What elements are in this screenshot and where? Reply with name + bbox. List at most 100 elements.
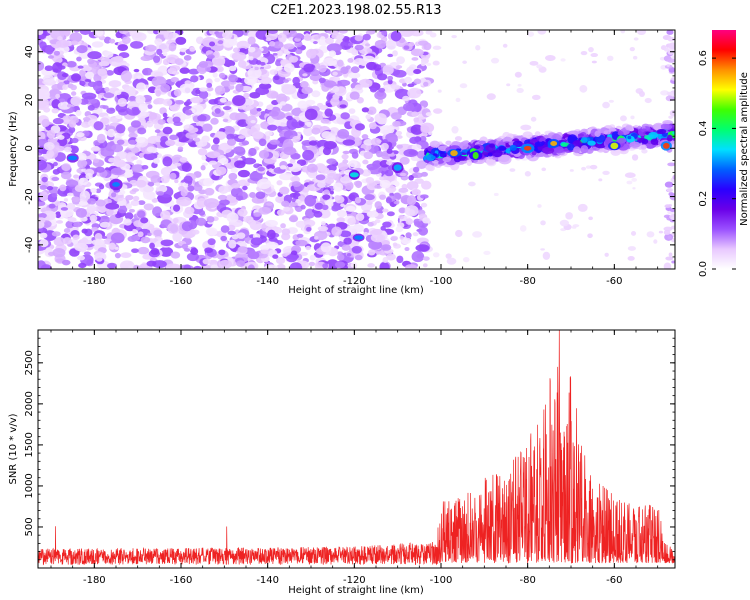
heatmap-cell <box>151 197 159 203</box>
heatmap-cell <box>624 172 636 178</box>
heatmap-cell <box>120 252 132 258</box>
heatmap-cell <box>71 73 82 82</box>
heatmap-cell <box>248 56 254 61</box>
heatmap-cell <box>384 169 394 177</box>
heatmap-cell <box>81 237 89 244</box>
heatmap-cell <box>91 41 104 48</box>
heatmap-cell <box>202 36 218 48</box>
heatmap-cell <box>174 162 182 167</box>
heatmap-cell <box>326 158 337 165</box>
heatmap-cell <box>317 225 329 232</box>
heatmap-cell <box>222 105 232 111</box>
heatmap-cell <box>603 130 611 135</box>
heatmap-cell <box>386 148 393 154</box>
heatmap-cell <box>379 179 391 189</box>
heatmap-cell <box>571 225 577 229</box>
heatmap-cell <box>416 160 428 169</box>
heatmap-cell <box>255 86 270 96</box>
heatmap-cell <box>129 95 136 101</box>
heatmap-cell <box>323 189 330 195</box>
heatmap-cell <box>406 180 419 191</box>
heatmap-cell <box>232 146 246 155</box>
heatmap-cell <box>235 195 244 201</box>
heatmap-cell <box>607 55 614 61</box>
heatmap-cell <box>160 239 174 247</box>
heatmap-cell <box>179 83 194 94</box>
heatmap-cell <box>267 30 278 34</box>
heatmap-cell <box>108 242 116 250</box>
heatmap-cell <box>57 135 65 140</box>
heatmap-cell <box>160 83 171 93</box>
heatmap-cell <box>291 181 302 187</box>
snr-series-line <box>38 330 675 566</box>
heatmap-cell <box>121 36 131 44</box>
heatmap-cell <box>267 124 278 131</box>
heatmap-cell <box>249 171 263 182</box>
heatmap-cell <box>490 57 500 64</box>
heatmap-cell <box>41 210 57 221</box>
heatmap-cell <box>283 63 295 73</box>
heatmap-cell <box>493 192 499 197</box>
heatmap-cell <box>183 248 191 252</box>
heatmap-cell <box>38 131 46 141</box>
heatmap-cell <box>52 248 66 258</box>
heatmap-cell <box>68 120 77 128</box>
heatmap-cell <box>286 115 293 121</box>
heatmap-cell <box>392 69 407 78</box>
colorbar: 0.00.20.40.6 Normalized spectral amplitu… <box>698 30 750 277</box>
heatmap-cell <box>222 125 235 136</box>
heatmap-cell <box>76 132 85 138</box>
heatmap-cell <box>179 67 190 74</box>
heatmap-cell <box>472 151 479 160</box>
heatmap-cell <box>43 141 55 151</box>
heatmap-cell <box>66 61 77 68</box>
heatmap-cell <box>131 248 139 254</box>
heatmap-cell <box>254 123 262 129</box>
heatmap-cell <box>289 201 298 207</box>
heatmap-cell <box>416 253 423 259</box>
heatmap-y-tick-label: 0 <box>24 145 35 151</box>
heatmap-cell <box>163 31 169 37</box>
heatmap-cell <box>46 130 56 139</box>
heatmap-cell <box>198 60 209 68</box>
heatmap-cell <box>167 222 180 234</box>
heatmap-cell <box>370 233 386 243</box>
heatmap-cell <box>342 139 356 146</box>
heatmap-cell <box>256 178 272 190</box>
heatmap-cell <box>95 188 102 194</box>
heatmap-cell <box>53 237 66 247</box>
heatmap-cell <box>229 112 241 121</box>
heatmap-cell <box>137 200 146 206</box>
heatmap-cell <box>292 135 301 142</box>
heatmap-cell <box>365 176 375 184</box>
heatmap-cell <box>413 117 420 123</box>
heatmap-cell <box>207 238 216 246</box>
heatmap-cell <box>376 139 382 143</box>
heatmap-cell <box>672 131 675 135</box>
heatmap-cell <box>131 32 147 42</box>
heatmap-cell <box>319 209 331 219</box>
heatmap-cell <box>283 206 291 212</box>
heatmap-cell <box>202 123 213 132</box>
heatmap-cell <box>227 138 237 146</box>
heatmap-cell <box>627 135 632 140</box>
heatmap-cell <box>602 101 610 109</box>
heatmap-cell <box>116 139 125 145</box>
heatmap-cell <box>450 150 458 157</box>
heatmap-cell <box>135 179 147 188</box>
heatmap-cell <box>272 254 279 259</box>
heatmap-cell <box>425 112 432 117</box>
heatmap-cell <box>43 107 51 113</box>
heatmap-cell <box>53 50 61 56</box>
heatmap-cell <box>406 195 417 206</box>
heatmap-cell <box>602 170 610 175</box>
heatmap-cell <box>112 182 120 187</box>
heatmap-cell <box>132 228 137 233</box>
heatmap-cell <box>322 57 337 67</box>
heatmap-cell <box>79 30 91 35</box>
heatmap-cell <box>196 197 208 208</box>
heatmap-cell <box>130 120 142 128</box>
heatmap-cell <box>462 160 468 164</box>
heatmap-cell <box>38 159 48 171</box>
heatmap-cell <box>610 142 619 150</box>
